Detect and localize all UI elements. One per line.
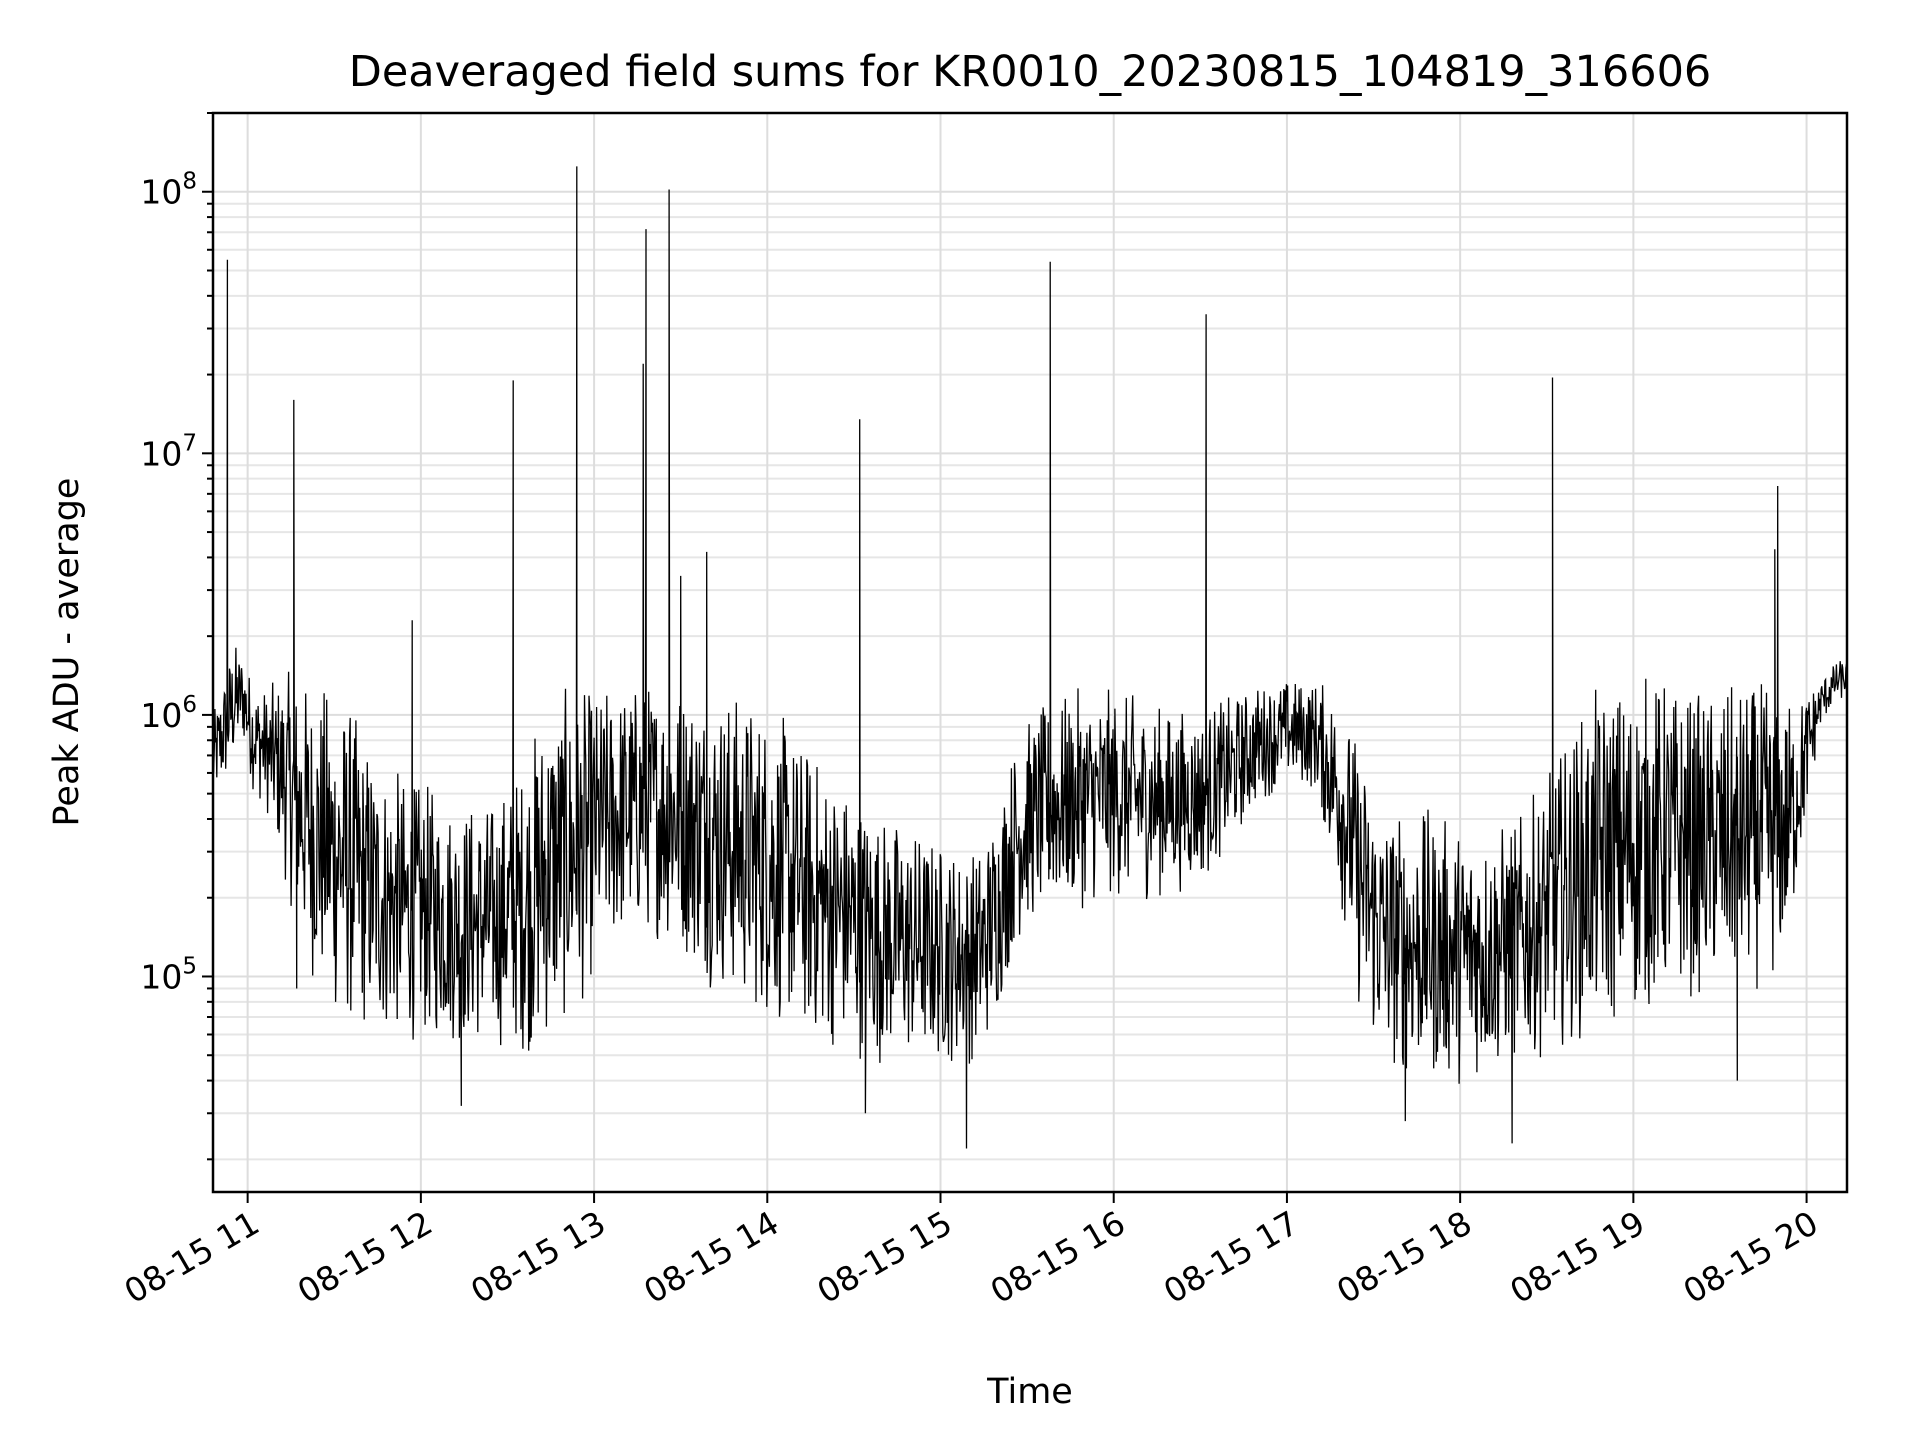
y-tick-base: 10	[140, 957, 182, 996]
y-tick-base: 10	[140, 696, 182, 735]
series-line	[212, 166, 1848, 1149]
y-axis-label: Peak ADU - average	[47, 478, 87, 827]
plot-frame	[211, 111, 1849, 1194]
y-tick-exponent: 5	[182, 953, 197, 979]
y-tick-base: 10	[140, 434, 182, 473]
y-tick-label: 108	[140, 169, 197, 212]
y-tick-label: 105	[140, 953, 197, 996]
y-tick-label: 107	[140, 430, 197, 473]
y-tick-exponent: 7	[182, 430, 197, 456]
x-axis-label: Time	[986, 1372, 1073, 1412]
y-tick-label: 106	[140, 692, 197, 735]
chart-title: Deaveraged field sums for KR0010_2023081…	[349, 47, 1712, 97]
series-trace	[212, 166, 1848, 1149]
y-tick-exponent: 6	[182, 692, 197, 718]
y-tick-exponent: 8	[182, 169, 197, 195]
y-tick-base: 10	[140, 173, 182, 212]
